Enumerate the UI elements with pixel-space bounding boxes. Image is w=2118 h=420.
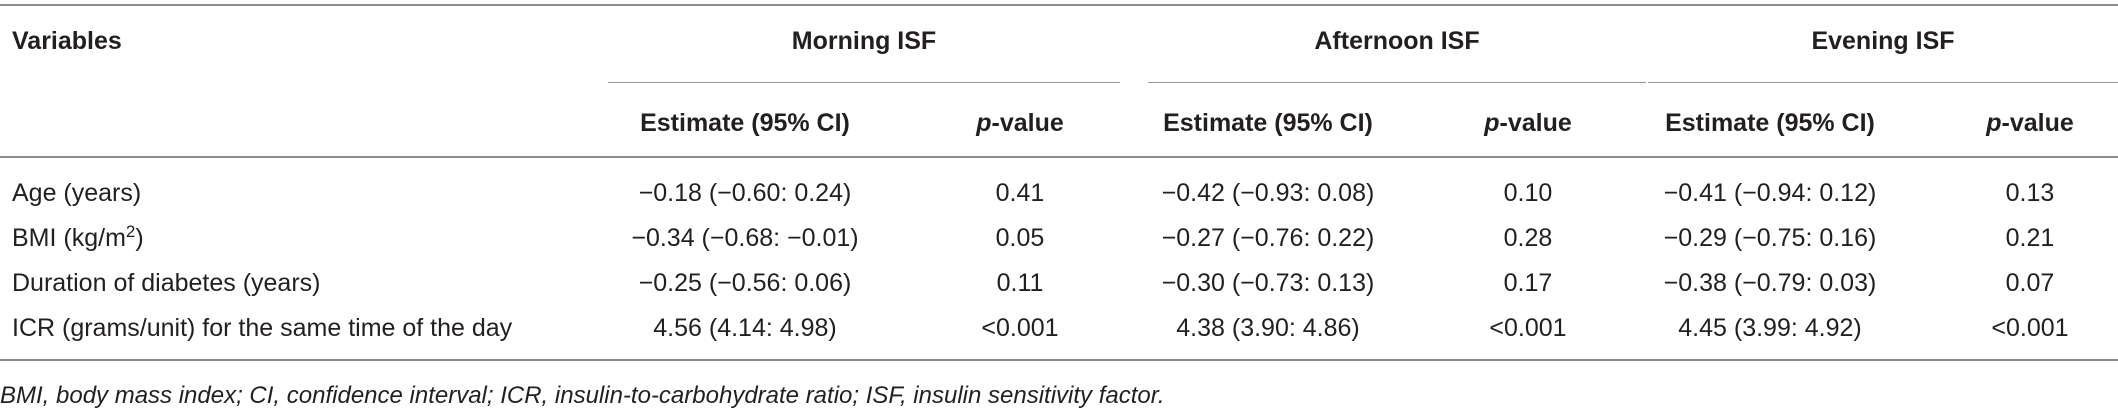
p-letter: p (976, 109, 992, 137)
estimate-header-afternoon: Estimate (95% CI) (1163, 109, 1373, 137)
morning-pvalue: <0.001 (981, 314, 1059, 342)
evening-pvalue: <0.001 (1991, 314, 2069, 342)
afternoon-pvalue: 0.17 (1503, 269, 1553, 297)
p-letter: p (1484, 109, 1500, 137)
row-label-bmi-text: BMI (kg/m (12, 224, 126, 252)
morning-estimate: −0.18 (−0.60: 0.24) (638, 179, 852, 207)
pvalue-header-morning: p-value (930, 108, 1110, 138)
evening-pvalue: 0.21 (2005, 224, 2055, 252)
p-rest: -value (1499, 109, 1572, 137)
afternoon-group-rule (1148, 82, 1646, 83)
row-label-icr: ICR (grams/unit) for the same time of th… (12, 314, 513, 342)
afternoon-estimate: 4.38 (3.90: 4.86) (1176, 314, 1360, 342)
pvalue-header-afternoon: p-value (1438, 108, 1618, 138)
evening-estimate: −0.41 (−0.94: 0.12) (1663, 179, 1877, 207)
table-top-rule (0, 4, 2118, 6)
afternoon-estimate: −0.30 (−0.73: 0.13) (1161, 269, 1375, 297)
afternoon-pvalue: 0.28 (1503, 224, 1553, 252)
morning-estimate: −0.34 (−0.68: −0.01) (631, 224, 859, 252)
afternoon-pvalue: 0.10 (1503, 179, 1553, 207)
evening-group-rule (1648, 82, 2118, 83)
group-header-morning: Morning ISF (791, 27, 937, 55)
row-label-bmi-superscript: 2 (125, 222, 136, 241)
header-bottom-rule (0, 156, 2118, 158)
afternoon-pvalue: <0.001 (1489, 314, 1567, 342)
evening-estimate: 4.45 (3.99: 4.92) (1678, 314, 1862, 342)
morning-pvalue: 0.11 (996, 269, 1044, 297)
estimate-header-evening: Estimate (95% CI) (1665, 109, 1875, 137)
evening-estimate: −0.29 (−0.75: 0.16) (1663, 224, 1877, 252)
pvalue-header-evening: p-value (1940, 108, 2118, 138)
afternoon-estimate: −0.42 (−0.93: 0.08) (1161, 179, 1375, 207)
row-label-duration: Duration of diabetes (years) (12, 269, 321, 297)
morning-estimate: 4.56 (4.14: 4.98) (653, 314, 837, 342)
evening-pvalue: 0.07 (2005, 269, 2055, 297)
afternoon-estimate: −0.27 (−0.76: 0.22) (1161, 224, 1375, 252)
morning-pvalue: 0.05 (995, 224, 1045, 252)
morning-pvalue: 0.41 (995, 179, 1045, 207)
group-header-evening: Evening ISF (1811, 27, 1955, 55)
group-header-afternoon: Afternoon ISF (1314, 27, 1480, 55)
p-rest: -value (2001, 109, 2074, 137)
row-label-age: Age (years) (12, 179, 142, 207)
variables-header: Variables (12, 27, 122, 55)
evening-estimate: −0.38 (−0.79: 0.03) (1663, 269, 1877, 297)
morning-estimate: −0.25 (−0.56: 0.06) (638, 269, 852, 297)
table-footnote: BMI, body mass index; CI, confidence int… (0, 382, 1165, 409)
morning-group-rule (608, 82, 1120, 83)
p-rest: -value (991, 109, 1064, 137)
estimate-header-morning: Estimate (95% CI) (640, 109, 850, 137)
row-label-bmi: BMI (kg/m2) (12, 223, 144, 253)
table-bottom-rule (0, 359, 2118, 361)
evening-pvalue: 0.13 (2005, 179, 2055, 207)
row-label-bmi-tail: ) (135, 224, 144, 252)
p-letter: p (1986, 109, 2002, 137)
